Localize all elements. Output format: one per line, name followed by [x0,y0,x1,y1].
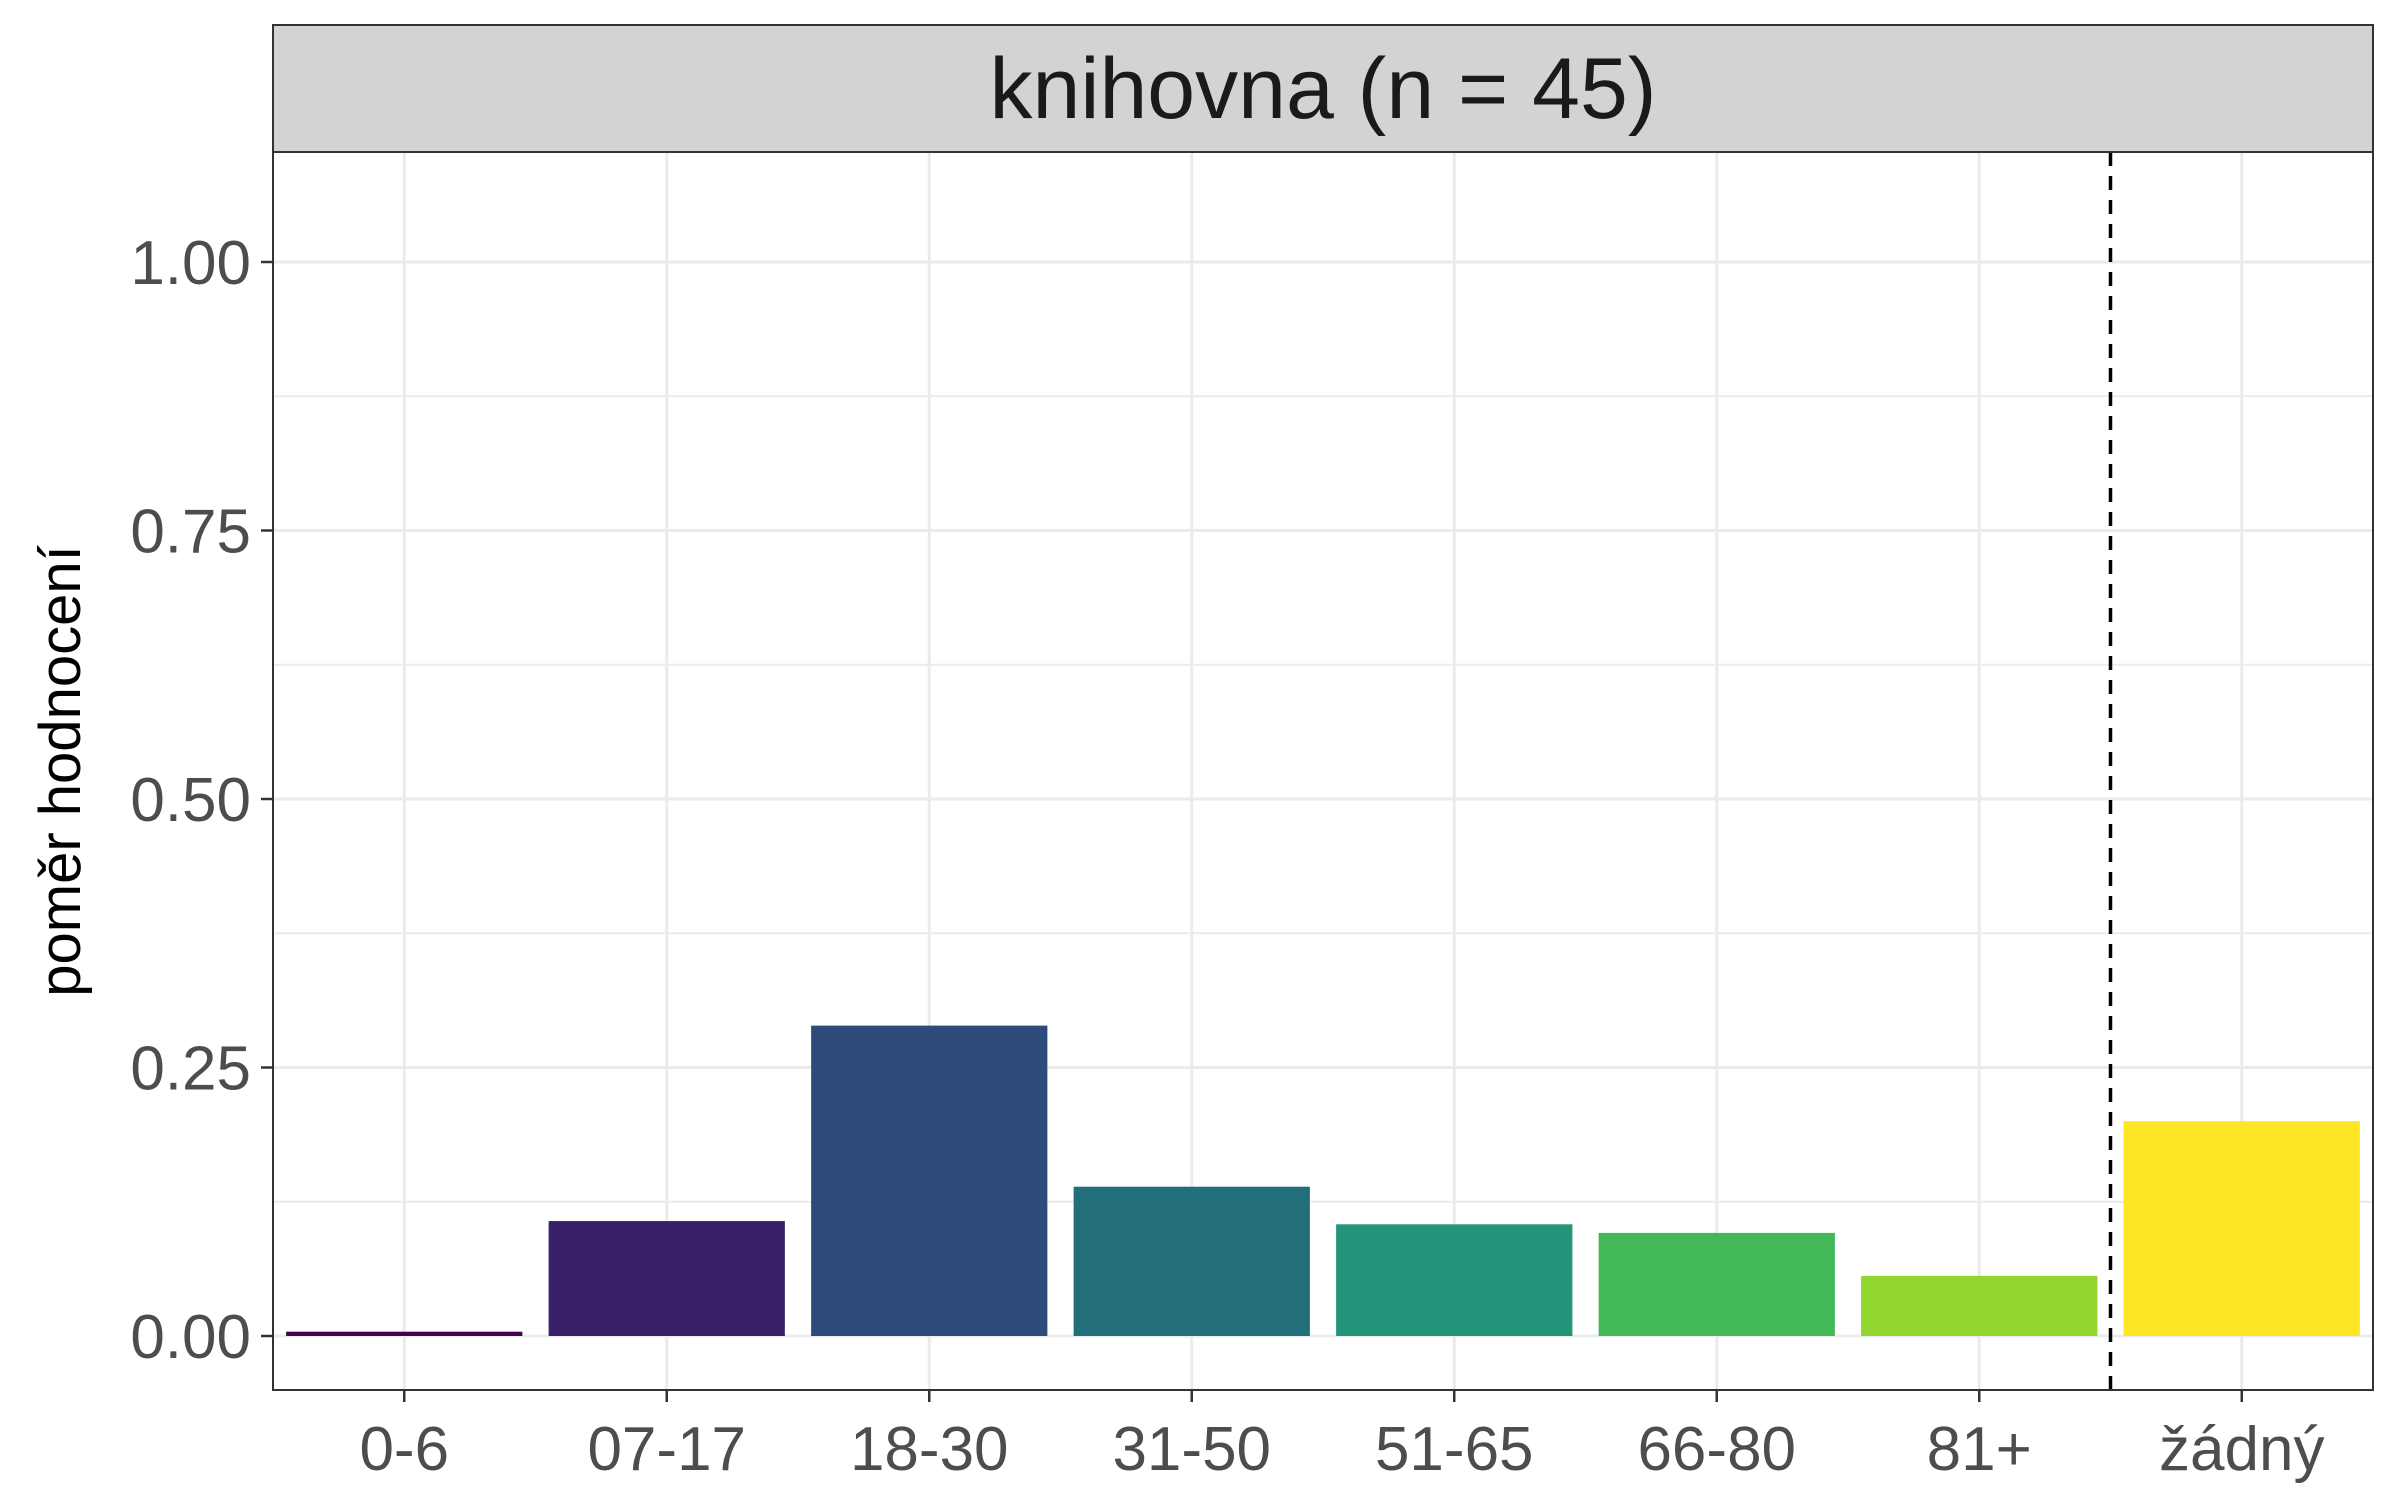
y-tick-label: 1.00 [130,229,251,298]
x-tick-label: 07-17 [587,1415,746,1484]
x-tick-label: 51-65 [1375,1415,1534,1484]
y-axis-title: poměr hodnocení [28,545,93,996]
y-axis: 0.00 0.25 0.50 0.75 1.00 [130,229,273,1372]
bar-07-17 [548,1221,785,1336]
grid-layer [273,152,2373,1390]
panel-strip [272,24,2374,153]
x-tick-label: žádný [2159,1415,2324,1484]
y-tick-label: 0.50 [130,766,251,835]
x-tick-label: 0-6 [359,1415,449,1484]
x-tick-label: 81+ [1927,1415,2032,1484]
bar-31-50 [1073,1186,1310,1336]
y-tick-label: 0.00 [130,1303,251,1372]
bar-51-65 [1336,1224,1573,1336]
x-tick-label: 31-50 [1112,1415,1271,1484]
bar-66-80 [1598,1232,1835,1336]
bar-81+ [1861,1275,2098,1336]
y-tick-label: 0.25 [130,1035,251,1104]
chart-title: knihovna (n = 45) [990,41,1657,137]
x-tick-label: 18-30 [850,1415,1009,1484]
bar-0-6 [286,1331,523,1336]
x-tick-label: 66-80 [1637,1415,1796,1484]
bar-žádný [2123,1121,2360,1336]
x-axis: 0-6 07-17 18-30 31-50 51-65 66-80 81+ žádný [359,1390,2324,1484]
y-tick-label: 0.75 [130,498,251,567]
bars-layer [286,1025,2360,1336]
panel-border [272,151,2374,1391]
bar-18-30 [811,1025,1048,1336]
